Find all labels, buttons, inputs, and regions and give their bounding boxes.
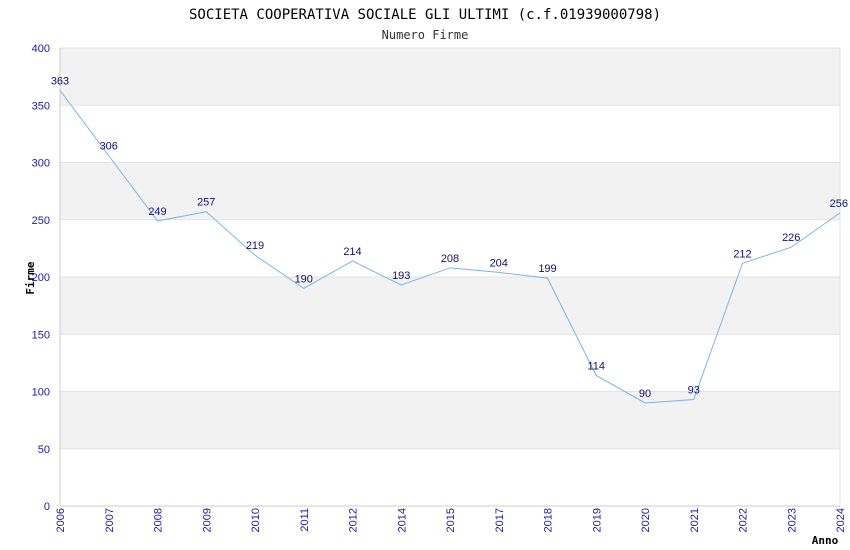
y-tick-label: 0 xyxy=(44,501,50,513)
data-labels: 363 306 249 257 219 190 214 193 208 204 199 114 90 93… xyxy=(51,75,848,400)
x-tick-label: 2009 xyxy=(201,508,213,532)
data-label: 190 xyxy=(295,273,313,285)
data-label: 226 xyxy=(782,232,800,244)
x-tick-label: 2023 xyxy=(786,508,798,532)
data-label: 193 xyxy=(392,270,410,282)
chart-subtitle: Numero Firme xyxy=(382,28,469,42)
x-tick-labels: 2006 2007 2008 2009 2010 2011 2012 2014 2015 2017… xyxy=(55,508,847,532)
data-label: 257 xyxy=(197,197,215,209)
background-band xyxy=(60,391,840,449)
data-label: 93 xyxy=(688,385,700,397)
data-label: 363 xyxy=(51,75,69,87)
y-tick-label: 350 xyxy=(32,100,50,112)
y-tick-label: 300 xyxy=(32,158,50,170)
data-label: 256 xyxy=(830,198,848,210)
data-label: 212 xyxy=(733,248,751,260)
x-tick-label: 2019 xyxy=(591,508,603,532)
x-tick-label: 2018 xyxy=(543,508,555,532)
x-tick-label: 2015 xyxy=(445,508,457,532)
background-band xyxy=(60,48,840,106)
y-tick-label: 100 xyxy=(32,387,50,399)
y-axis-title: Firme xyxy=(24,261,37,294)
x-axis-title: Anno xyxy=(812,534,839,547)
x-tick-label: 2011 xyxy=(299,508,311,532)
y-tick-label: 200 xyxy=(32,272,50,284)
data-label: 249 xyxy=(148,206,166,218)
data-label: 114 xyxy=(587,360,605,372)
x-tick-label: 2007 xyxy=(104,508,116,532)
data-label: 214 xyxy=(343,246,361,258)
x-tick-label: 2021 xyxy=(689,508,701,532)
x-tick-label: 2012 xyxy=(348,508,360,532)
data-label: 90 xyxy=(639,388,651,400)
x-tick-label: 2022 xyxy=(738,508,750,532)
data-label: 208 xyxy=(441,253,459,265)
background-band xyxy=(60,162,840,220)
background-bands xyxy=(60,48,840,449)
y-tick-label: 250 xyxy=(32,215,50,227)
x-tick-label: 2020 xyxy=(640,508,652,532)
y-tick-label: 150 xyxy=(32,329,50,341)
data-label: 204 xyxy=(490,257,508,269)
x-tick-label: 2017 xyxy=(494,508,506,532)
data-label: 219 xyxy=(246,240,264,252)
x-tick-label: 2014 xyxy=(396,508,408,532)
chart-title: SOCIETA COOPERATIVA SOCIALE GLI ULTIMI (… xyxy=(189,7,661,23)
x-tick-label: 2024 xyxy=(835,508,847,532)
y-tick-label: 50 xyxy=(38,444,50,456)
y-tick-label: 400 xyxy=(32,43,50,55)
data-label: 199 xyxy=(538,263,556,275)
gridlines xyxy=(60,47,840,450)
background-band xyxy=(60,277,840,335)
y-tick-labels: 0 50 100 150 200 250 300 350 400 xyxy=(32,43,50,513)
x-tick-label: 2006 xyxy=(55,508,67,532)
data-label: 306 xyxy=(100,141,118,153)
x-tick-label: 2010 xyxy=(250,508,262,532)
x-tick-label: 2008 xyxy=(153,508,165,532)
series-line xyxy=(59,90,841,404)
